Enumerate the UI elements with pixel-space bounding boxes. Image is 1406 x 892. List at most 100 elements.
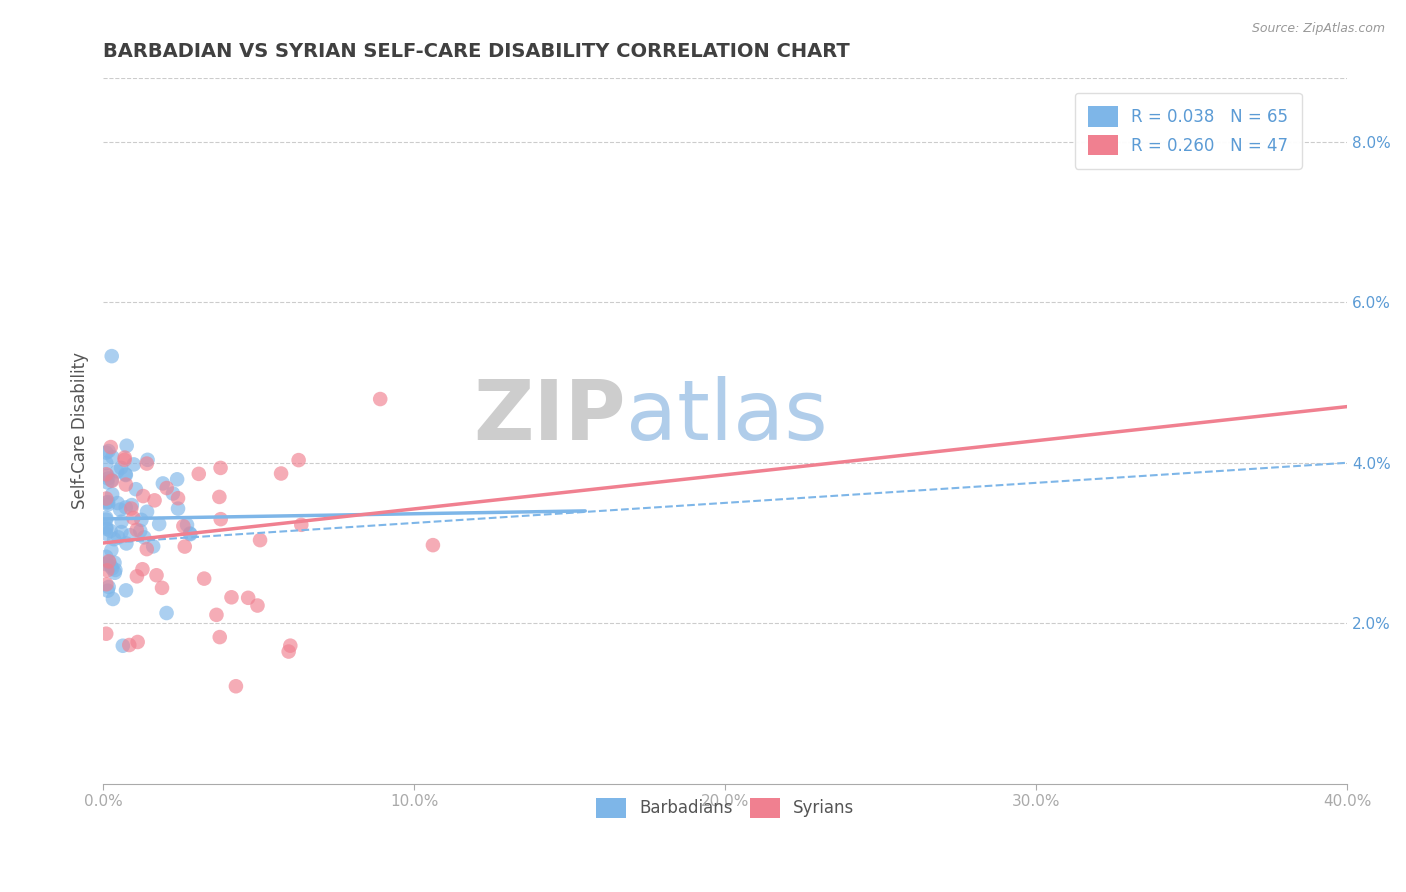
- Point: [96, 491, 118, 506]
- Point: [100, 543, 122, 558]
- Point: [277, 644, 299, 658]
- Y-axis label: Self-Care Disability: Self-Care Disability: [72, 352, 89, 509]
- Point: [115, 536, 138, 550]
- Point: [101, 487, 124, 501]
- Point: [96, 495, 118, 509]
- Point: [108, 502, 131, 516]
- Point: [209, 461, 232, 475]
- Point: [100, 473, 122, 487]
- Point: [136, 453, 159, 467]
- Point: [187, 467, 209, 481]
- Point: [97, 444, 120, 458]
- Point: [96, 563, 118, 577]
- Point: [179, 526, 201, 541]
- Point: [115, 439, 138, 453]
- Point: [129, 524, 152, 538]
- Point: [105, 464, 128, 478]
- Point: [115, 468, 138, 483]
- Point: [134, 530, 156, 544]
- Point: [103, 532, 125, 546]
- Point: [101, 561, 124, 575]
- Point: [125, 569, 148, 583]
- Point: [176, 517, 198, 532]
- Point: [225, 679, 247, 693]
- Point: [98, 555, 121, 569]
- Point: [118, 638, 141, 652]
- Point: [125, 482, 148, 496]
- Point: [104, 563, 127, 577]
- Point: [208, 490, 231, 504]
- Point: [155, 606, 177, 620]
- Point: [101, 592, 124, 607]
- Point: [122, 458, 145, 472]
- Point: [97, 580, 120, 594]
- Point: [152, 476, 174, 491]
- Point: [132, 489, 155, 503]
- Point: [208, 630, 231, 644]
- Point: [96, 520, 118, 534]
- Point: [115, 477, 138, 491]
- Point: [172, 519, 194, 533]
- Point: [96, 557, 118, 571]
- Legend: Barbadians, Syrians: Barbadians, Syrians: [589, 791, 860, 825]
- Point: [193, 572, 215, 586]
- Point: [100, 524, 122, 538]
- Point: [173, 540, 195, 554]
- Point: [422, 538, 444, 552]
- Point: [135, 457, 157, 471]
- Point: [107, 530, 129, 544]
- Point: [221, 591, 243, 605]
- Point: [97, 583, 120, 598]
- Point: [121, 498, 143, 512]
- Point: [115, 583, 138, 598]
- Point: [96, 456, 118, 470]
- Point: [142, 540, 165, 554]
- Point: [110, 524, 132, 539]
- Point: [100, 349, 122, 363]
- Point: [104, 566, 127, 580]
- Point: [114, 450, 136, 465]
- Point: [96, 468, 118, 483]
- Point: [150, 581, 173, 595]
- Point: [114, 453, 136, 467]
- Text: atlas: atlas: [626, 376, 827, 457]
- Text: BARBADIAN VS SYRIAN SELF-CARE DISABILITY CORRELATION CHART: BARBADIAN VS SYRIAN SELF-CARE DISABILITY…: [103, 42, 849, 61]
- Point: [166, 472, 188, 486]
- Point: [110, 460, 132, 475]
- Point: [162, 486, 184, 500]
- Point: [101, 450, 124, 464]
- Point: [96, 549, 118, 564]
- Point: [287, 453, 309, 467]
- Point: [148, 516, 170, 531]
- Point: [100, 440, 122, 454]
- Point: [236, 591, 259, 605]
- Point: [96, 513, 118, 527]
- Point: [131, 513, 153, 527]
- Point: [135, 542, 157, 557]
- Point: [96, 467, 118, 482]
- Point: [97, 495, 120, 509]
- Point: [290, 517, 312, 532]
- Point: [179, 527, 201, 541]
- Point: [127, 635, 149, 649]
- Point: [114, 500, 136, 515]
- Point: [111, 515, 134, 529]
- Text: ZIP: ZIP: [474, 376, 626, 457]
- Point: [97, 554, 120, 568]
- Point: [96, 577, 118, 591]
- Point: [205, 607, 228, 622]
- Point: [136, 505, 159, 519]
- Point: [131, 562, 153, 576]
- Point: [96, 446, 118, 460]
- Point: [107, 496, 129, 510]
- Point: [100, 559, 122, 574]
- Point: [97, 497, 120, 511]
- Point: [249, 533, 271, 548]
- Point: [368, 392, 391, 406]
- Point: [122, 511, 145, 525]
- Point: [96, 526, 118, 541]
- Point: [246, 599, 269, 613]
- Point: [96, 511, 118, 525]
- Point: [167, 491, 190, 506]
- Point: [96, 522, 118, 536]
